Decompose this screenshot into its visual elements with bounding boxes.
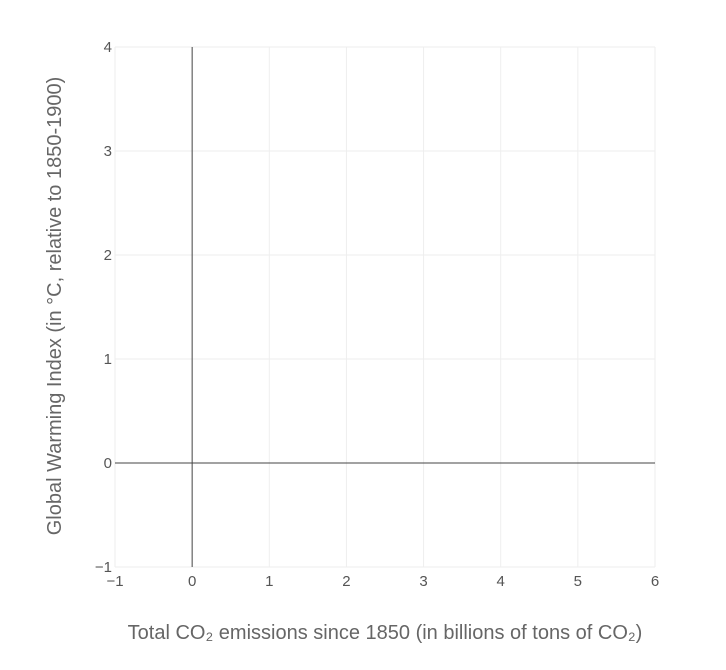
x-tick-label: −1 [106,573,123,590]
x-tick-label: 6 [651,573,659,590]
x-tick-label: 5 [574,573,582,590]
y-tick-label: 2 [104,247,112,264]
x-tick-label: 3 [419,573,427,590]
x-tick-label: 1 [265,573,273,590]
y-tick-label: 3 [104,143,112,160]
x-tick-label: 2 [342,573,350,590]
grid-layer [114,46,656,568]
x-axis-title: Total CO₂ emissions since 1850 (in billi… [128,622,643,644]
x-axis-ticks: −1 0 1 2 3 4 5 6 [106,573,659,590]
y-tick-label: −1 [95,559,112,576]
x-tick-label: 0 [188,573,196,590]
y-axis-ticks: −1 0 1 2 3 4 [95,39,112,576]
y-tick-label: 1 [104,351,112,368]
y-tick-label: 4 [104,39,112,56]
zero-lines [115,47,655,567]
y-tick-label: 0 [104,455,112,472]
y-axis-title: Global Warming Index (in °C, relative to… [44,77,66,536]
x-tick-label: 4 [497,573,505,590]
